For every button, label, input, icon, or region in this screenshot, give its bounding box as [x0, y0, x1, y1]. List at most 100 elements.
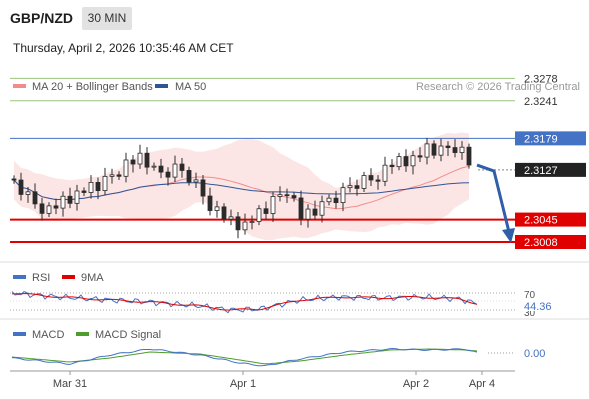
- symbol-title: GBP/NZD: [10, 10, 73, 26]
- candle-body: [431, 143, 437, 156]
- rsi-70-label: 70: [524, 290, 536, 301]
- rsi-value-label: 44.36: [524, 301, 552, 313]
- macd-signal-legend-label: MACD Signal: [95, 329, 161, 341]
- candle-body: [368, 175, 374, 181]
- candle-body: [277, 194, 283, 197]
- candle-body: [95, 182, 101, 192]
- macd-line: [12, 347, 478, 367]
- candle-body: [32, 191, 38, 205]
- candle-body: [193, 179, 199, 183]
- ma20-legend-label: MA 20 + Bollinger Bands: [32, 81, 153, 93]
- candle-body: [249, 221, 255, 223]
- candle-body: [46, 205, 52, 214]
- candle-body: [60, 195, 66, 209]
- candle-body: [445, 145, 451, 148]
- candle-body: [312, 208, 318, 216]
- candle-body: [452, 147, 458, 153]
- candle-body: [123, 159, 129, 177]
- candle-body: [186, 170, 192, 183]
- ma50-line: [13, 179, 470, 201]
- candle-body: [11, 178, 17, 181]
- time-label-mar-31: Mar 31: [53, 378, 87, 390]
- macd-legend-swatch: [13, 332, 26, 336]
- pivot-tag: [515, 131, 586, 146]
- rsi-ma-legend-swatch: [62, 275, 75, 279]
- candle-body: [403, 156, 409, 167]
- candle-body: [270, 196, 276, 214]
- candle-body: [396, 156, 402, 168]
- candle-body: [424, 143, 430, 158]
- candle-body: [221, 206, 227, 220]
- datetime-label: Thursday, April 2, 2026 10:35:46 AM CET: [13, 41, 234, 55]
- candle-body: [165, 171, 171, 178]
- candle-body: [256, 208, 262, 222]
- candle-body: [228, 216, 234, 220]
- ma20-legend-swatch: [13, 84, 26, 88]
- candle-body: [291, 195, 297, 199]
- candle-body: [326, 197, 332, 203]
- candle-body: [333, 197, 339, 204]
- target-2-label: 2.3278: [524, 73, 558, 85]
- candle-body: [74, 190, 80, 204]
- forecast-arrow: [476, 163, 511, 233]
- candle-body: [361, 175, 367, 189]
- candle-body: [130, 159, 136, 165]
- rsi-ma-legend-label: 9MA: [81, 272, 104, 284]
- rsi-legend-label: RSI: [32, 272, 50, 284]
- time-label-apr-2: Apr 2: [403, 378, 429, 390]
- candle-body: [137, 152, 143, 165]
- macd-signal-line: [11, 348, 478, 365]
- candle-body: [18, 179, 24, 195]
- candle-body: [354, 185, 360, 189]
- candle-body: [25, 191, 31, 195]
- candle-body: [179, 163, 185, 171]
- candle-body: [417, 155, 423, 158]
- candle-body: [466, 146, 472, 166]
- macd-legend-label: MACD: [32, 329, 64, 341]
- pivot-label: 2.3179: [524, 133, 558, 145]
- candle-body: [298, 197, 304, 220]
- macd-value-label: 0.00: [524, 348, 545, 360]
- candle-body: [284, 194, 290, 197]
- forecast-arrowhead: [502, 228, 515, 243]
- target-1-label: 2.3241: [524, 96, 558, 108]
- rsi-legend-swatch: [13, 275, 26, 279]
- candle-body: [207, 195, 213, 211]
- candle-body: [340, 187, 346, 204]
- credit-label: Research © 2026 Trading Central: [416, 81, 580, 93]
- rsi-line: [11, 291, 478, 314]
- candle-body: [81, 190, 87, 193]
- candle-body: [375, 179, 381, 182]
- candle-body: [39, 203, 45, 214]
- candle-body: [102, 175, 108, 192]
- time-label-apr-4: Apr 4: [469, 378, 495, 390]
- current-tag: [515, 162, 586, 177]
- time-label-apr-1: Apr 1: [230, 378, 256, 390]
- support-1-tag: [515, 212, 586, 227]
- candle-body: [109, 174, 115, 177]
- rsi-value-bg: [520, 300, 560, 311]
- candle-body: [172, 163, 178, 178]
- bollinger-band: [14, 132, 469, 241]
- candle-body: [319, 201, 325, 216]
- ma50-legend-swatch: [155, 84, 168, 88]
- candle-body: [116, 174, 122, 177]
- current-label: 2.3127: [524, 165, 558, 177]
- macd-signal-legend-swatch: [76, 332, 89, 336]
- candle-body: [214, 206, 220, 211]
- rsi-30-label: 30: [524, 308, 536, 319]
- candle-body: [235, 216, 241, 231]
- candle-body: [389, 164, 395, 168]
- timeframe-badge[interactable]: 30 MIN: [82, 7, 132, 30]
- candle-body: [88, 182, 94, 193]
- candle-body: [144, 152, 150, 168]
- candle-body: [459, 146, 465, 153]
- ma50-legend-label: MA 50: [175, 81, 206, 93]
- candle-body: [242, 221, 248, 231]
- candle-body: [382, 164, 388, 182]
- support-1-label: 2.3045: [524, 215, 558, 227]
- support-2-label: 2.3008: [524, 237, 558, 249]
- candle-body: [200, 179, 206, 197]
- candle-body: [158, 165, 164, 173]
